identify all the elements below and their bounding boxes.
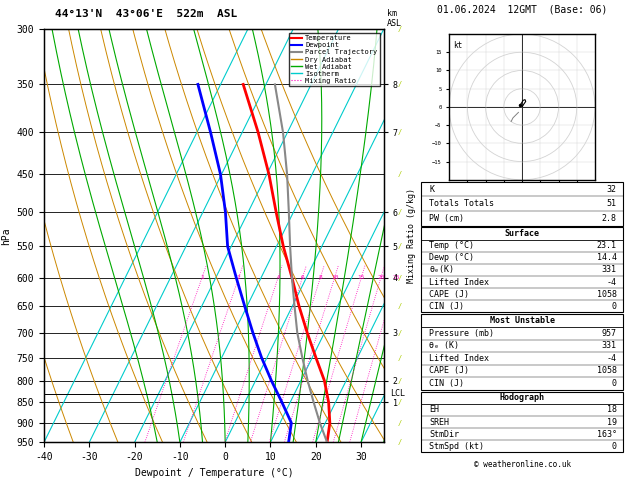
- Text: PW (cm): PW (cm): [430, 214, 464, 223]
- Text: Temp (°C): Temp (°C): [430, 241, 474, 250]
- Text: /: /: [398, 172, 401, 177]
- Text: 0: 0: [611, 442, 616, 451]
- Text: Pressure (mb): Pressure (mb): [430, 329, 494, 338]
- Text: /: /: [398, 129, 401, 135]
- Text: /: /: [398, 209, 401, 215]
- Text: θₑ(K): θₑ(K): [430, 265, 455, 275]
- Text: /: /: [398, 399, 401, 405]
- Text: /: /: [398, 275, 401, 280]
- Text: 331: 331: [602, 341, 616, 350]
- Text: 331: 331: [602, 265, 616, 275]
- Text: 01.06.2024  12GMT  (Base: 06): 01.06.2024 12GMT (Base: 06): [437, 5, 607, 15]
- Text: StmDir: StmDir: [430, 430, 459, 439]
- Text: 25: 25: [392, 275, 400, 280]
- Text: 4: 4: [276, 275, 280, 280]
- Text: 15: 15: [357, 275, 365, 280]
- Text: /: /: [398, 243, 401, 249]
- Text: CIN (J): CIN (J): [430, 379, 464, 388]
- Text: -4: -4: [607, 354, 616, 363]
- Text: 2.8: 2.8: [602, 214, 616, 223]
- Text: Hodograph: Hodograph: [499, 393, 545, 402]
- Text: kt: kt: [453, 41, 462, 51]
- Text: Mixing Ratio (g/kg): Mixing Ratio (g/kg): [408, 188, 416, 283]
- Text: /: /: [398, 439, 401, 445]
- Text: Lifted Index: Lifted Index: [430, 354, 489, 363]
- Text: Lifted Index: Lifted Index: [430, 278, 489, 287]
- Text: CAPE (J): CAPE (J): [430, 290, 469, 299]
- Text: 51: 51: [607, 199, 616, 208]
- Text: θₑ (K): θₑ (K): [430, 341, 459, 350]
- Text: EH: EH: [430, 405, 440, 415]
- Text: CAPE (J): CAPE (J): [430, 366, 469, 376]
- Text: 1058: 1058: [597, 290, 616, 299]
- Text: /: /: [398, 378, 401, 383]
- Text: Surface: Surface: [504, 229, 540, 238]
- Text: 0: 0: [611, 379, 616, 388]
- Text: km
ASL: km ASL: [387, 9, 402, 28]
- Text: 32: 32: [607, 185, 616, 193]
- Text: K: K: [430, 185, 435, 193]
- Text: 10: 10: [331, 275, 338, 280]
- Text: Most Unstable: Most Unstable: [489, 316, 555, 325]
- Text: StmSpd (kt): StmSpd (kt): [430, 442, 484, 451]
- Text: 2: 2: [237, 275, 240, 280]
- Text: /: /: [398, 26, 401, 32]
- Y-axis label: hPa: hPa: [1, 227, 11, 244]
- Text: /: /: [398, 330, 401, 336]
- Text: Dewp (°C): Dewp (°C): [430, 253, 474, 262]
- Text: 957: 957: [602, 329, 616, 338]
- Text: LCL: LCL: [391, 389, 406, 399]
- Text: SREH: SREH: [430, 417, 450, 427]
- Text: 18: 18: [607, 405, 616, 415]
- Legend: Temperature, Dewpoint, Parcel Trajectory, Dry Adiabat, Wet Adiabat, Isotherm, Mi: Temperature, Dewpoint, Parcel Trajectory…: [289, 33, 380, 87]
- Text: 14.4: 14.4: [597, 253, 616, 262]
- Text: /: /: [398, 355, 401, 361]
- Text: 6: 6: [301, 275, 304, 280]
- Text: 163°: 163°: [597, 430, 616, 439]
- Text: CIN (J): CIN (J): [430, 302, 464, 311]
- Text: Totals Totals: Totals Totals: [430, 199, 494, 208]
- X-axis label: Dewpoint / Temperature (°C): Dewpoint / Temperature (°C): [135, 468, 293, 478]
- Text: /: /: [398, 81, 401, 87]
- Text: /: /: [398, 303, 401, 309]
- Text: 19: 19: [607, 417, 616, 427]
- Text: -4: -4: [607, 278, 616, 287]
- Text: 1058: 1058: [597, 366, 616, 376]
- Text: 44°13'N  43°06'E  522m  ASL: 44°13'N 43°06'E 522m ASL: [55, 9, 237, 19]
- Text: 23.1: 23.1: [597, 241, 616, 250]
- Text: /: /: [398, 420, 401, 426]
- Text: © weatheronline.co.uk: © weatheronline.co.uk: [474, 460, 571, 469]
- Text: 20: 20: [377, 275, 385, 280]
- Text: 8: 8: [318, 275, 322, 280]
- Text: 0: 0: [611, 302, 616, 311]
- Text: 1: 1: [200, 275, 204, 280]
